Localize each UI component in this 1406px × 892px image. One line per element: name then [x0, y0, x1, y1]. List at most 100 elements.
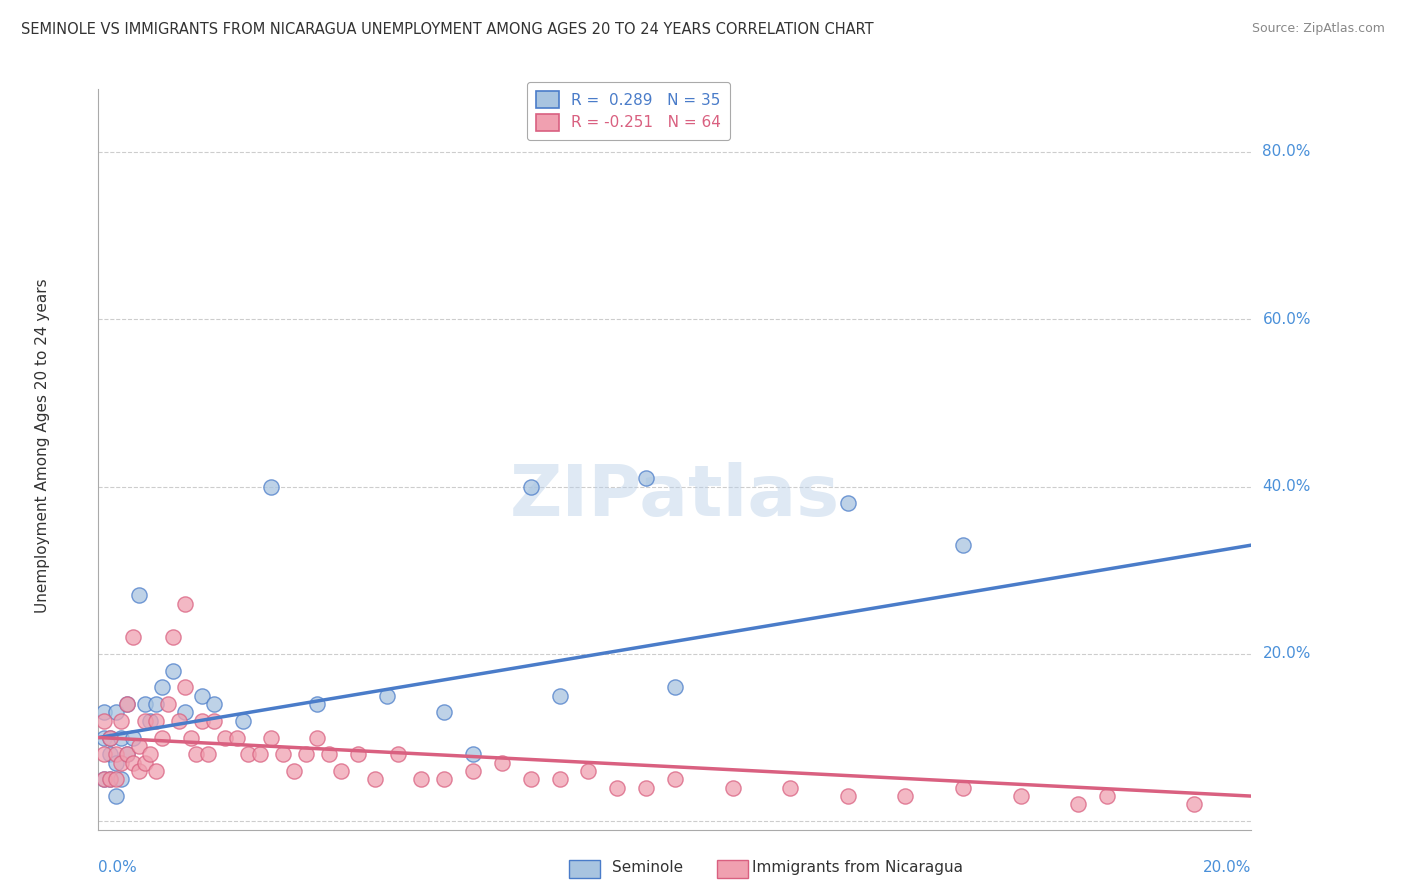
Point	[837, 496, 859, 510]
Point	[145, 697, 167, 711]
Point	[128, 764, 150, 778]
Point	[117, 747, 139, 762]
Point	[461, 764, 484, 778]
Point	[329, 764, 352, 778]
Point	[249, 747, 271, 762]
Point	[1097, 789, 1119, 803]
Point	[134, 714, 156, 728]
Point	[150, 681, 173, 695]
Text: Source: ZipAtlas.com: Source: ZipAtlas.com	[1251, 22, 1385, 36]
Point	[1067, 797, 1090, 812]
Text: Seminole: Seminole	[612, 860, 683, 874]
Text: Unemployment Among Ages 20 to 24 years: Unemployment Among Ages 20 to 24 years	[35, 278, 49, 614]
Point	[139, 714, 162, 728]
Point	[134, 697, 156, 711]
Point	[93, 747, 115, 762]
Point	[307, 731, 329, 745]
Point	[122, 731, 145, 745]
Point	[433, 706, 456, 720]
Point	[548, 689, 571, 703]
Text: 80.0%: 80.0%	[1263, 145, 1310, 160]
Point	[162, 664, 184, 678]
Point	[231, 714, 254, 728]
Point	[110, 714, 132, 728]
Point	[664, 772, 686, 787]
Point	[520, 772, 543, 787]
Point	[1182, 797, 1205, 812]
Point	[721, 780, 744, 795]
Point	[117, 697, 139, 711]
Point	[952, 538, 974, 552]
Point	[145, 764, 167, 778]
Point	[180, 731, 202, 745]
Point	[104, 756, 127, 770]
Point	[98, 772, 121, 787]
Point	[110, 731, 132, 745]
Point	[122, 756, 145, 770]
Text: 20.0%: 20.0%	[1263, 647, 1310, 661]
Point	[174, 706, 197, 720]
Point	[271, 747, 294, 762]
Text: 40.0%: 40.0%	[1263, 479, 1310, 494]
Point	[260, 731, 283, 745]
Point	[134, 756, 156, 770]
Point	[139, 747, 162, 762]
Point	[461, 747, 484, 762]
Point	[364, 772, 387, 787]
Point	[174, 597, 197, 611]
Point	[202, 697, 225, 711]
Point	[779, 780, 801, 795]
Point	[548, 772, 571, 787]
Point	[346, 747, 368, 762]
Point	[162, 630, 184, 644]
Point	[145, 714, 167, 728]
Point	[433, 772, 456, 787]
Point	[387, 747, 409, 762]
Point	[636, 471, 658, 485]
Point	[894, 789, 917, 803]
Point	[93, 772, 115, 787]
Point	[225, 731, 247, 745]
Point	[318, 747, 340, 762]
Point	[128, 739, 150, 753]
Text: Immigrants from Nicaragua: Immigrants from Nicaragua	[752, 860, 963, 874]
Text: 0.0%: 0.0%	[98, 860, 138, 875]
Point	[98, 772, 121, 787]
Point	[636, 780, 658, 795]
Point	[104, 789, 127, 803]
Text: SEMINOLE VS IMMIGRANTS FROM NICARAGUA UNEMPLOYMENT AMONG AGES 20 TO 24 YEARS COR: SEMINOLE VS IMMIGRANTS FROM NICARAGUA UN…	[21, 22, 873, 37]
Point	[98, 731, 121, 745]
Point	[186, 747, 208, 762]
Point	[1010, 789, 1032, 803]
Point	[491, 756, 513, 770]
Text: 60.0%: 60.0%	[1263, 312, 1310, 326]
Point	[375, 689, 398, 703]
Point	[98, 731, 121, 745]
Point	[93, 731, 115, 745]
Point	[664, 681, 686, 695]
Text: ZIPatlas: ZIPatlas	[510, 462, 839, 531]
Text: 20.0%: 20.0%	[1204, 860, 1251, 875]
Point	[93, 706, 115, 720]
Point	[122, 630, 145, 644]
Point	[104, 772, 127, 787]
Point	[411, 772, 433, 787]
Point	[93, 772, 115, 787]
Point	[578, 764, 600, 778]
Legend: R =  0.289   N = 35, R = -0.251   N = 64: R = 0.289 N = 35, R = -0.251 N = 64	[527, 82, 731, 140]
Point	[128, 588, 150, 602]
Point	[117, 747, 139, 762]
Point	[202, 714, 225, 728]
Point	[156, 697, 179, 711]
Point	[104, 747, 127, 762]
Point	[837, 789, 859, 803]
Point	[197, 747, 219, 762]
Point	[104, 706, 127, 720]
Point	[150, 731, 173, 745]
Point	[191, 689, 214, 703]
Point	[606, 780, 628, 795]
Point	[93, 714, 115, 728]
Point	[520, 479, 543, 493]
Point	[260, 479, 283, 493]
Point	[307, 697, 329, 711]
